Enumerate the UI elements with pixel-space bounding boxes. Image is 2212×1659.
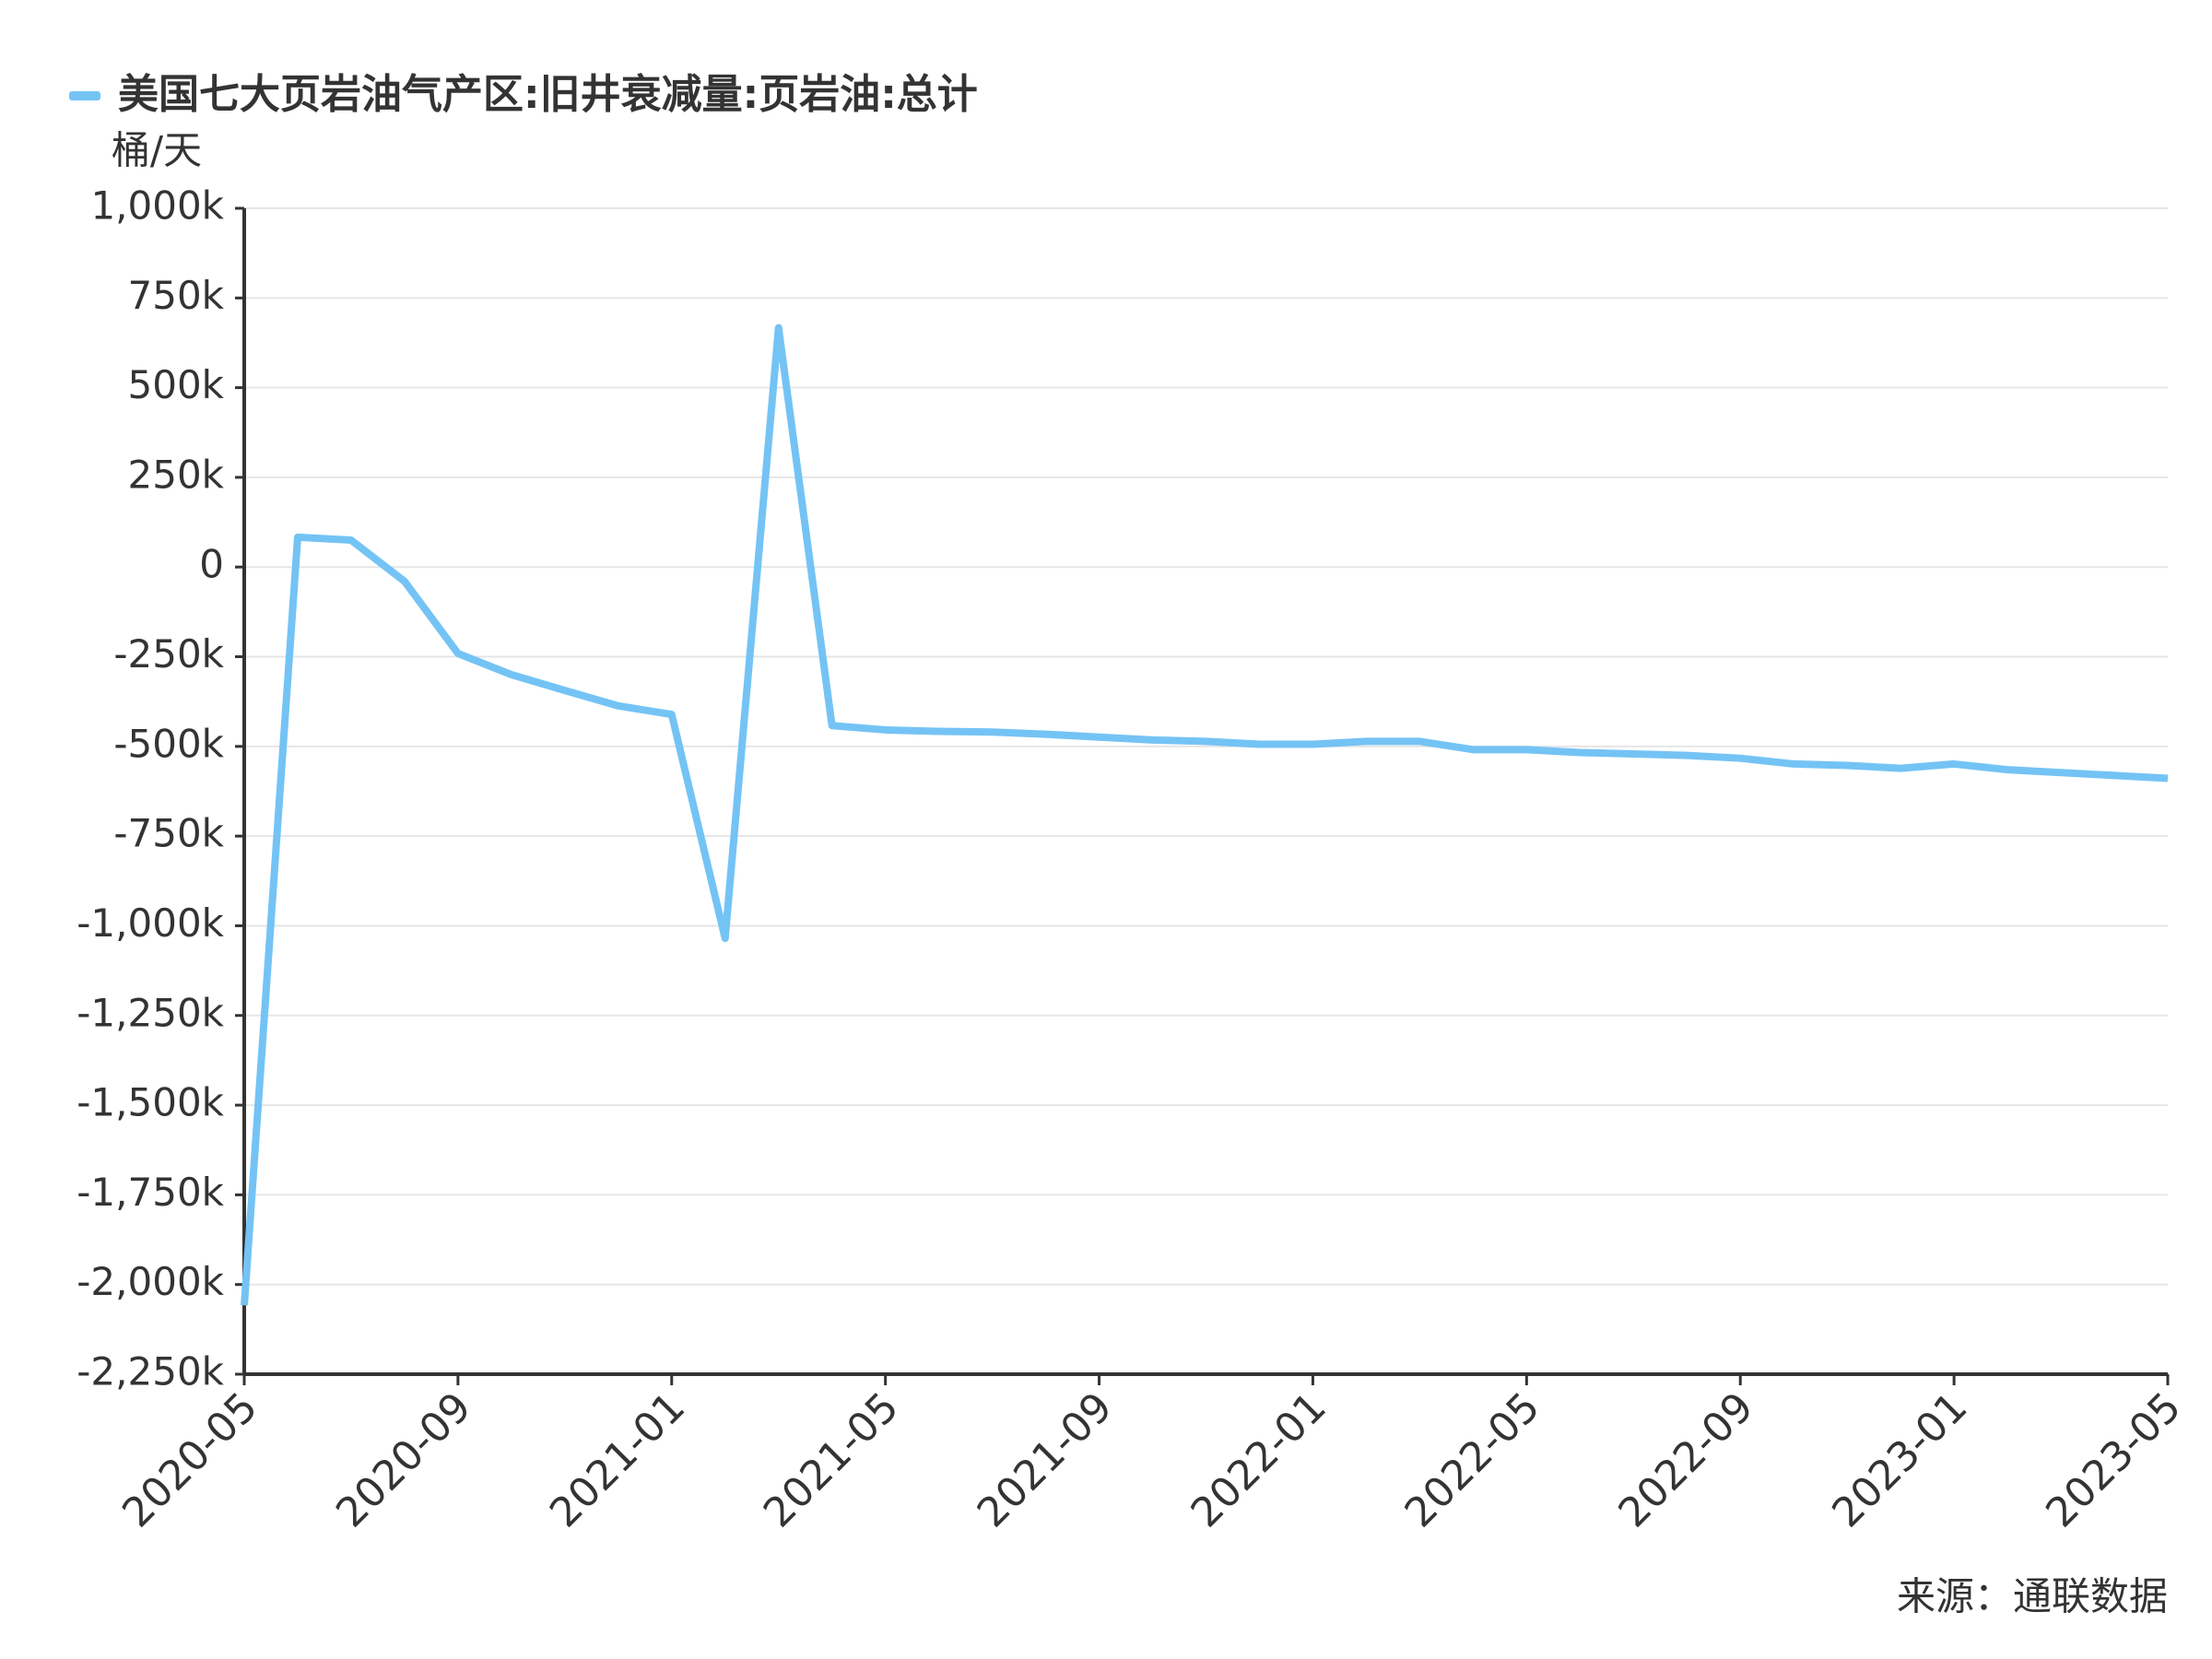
x-tick-label: 2021-01 xyxy=(541,1383,694,1536)
x-tick-label: 2021-05 xyxy=(755,1383,908,1536)
y-tick-label: -1,000k xyxy=(76,900,224,946)
x-tick-label: 2020-05 xyxy=(113,1383,266,1536)
x-tick-label: 2023-01 xyxy=(1823,1383,1976,1536)
y-tick-label: -1,250k xyxy=(76,990,224,1035)
x-tick-label: 2022-05 xyxy=(1396,1383,1549,1536)
y-tick-label: 500k xyxy=(128,362,225,407)
y-tick-label: -1,500k xyxy=(76,1080,224,1125)
x-tick-label: 2022-01 xyxy=(1182,1383,1335,1536)
y-tick-label: -750k xyxy=(113,811,224,856)
y-axis-unit: 桶/天 xyxy=(112,128,202,173)
y-tick-label: 250k xyxy=(128,452,225,497)
legend-swatch xyxy=(69,91,100,100)
source: 来源：通联数据 xyxy=(1897,1574,2168,1619)
y-tick-label: -500k xyxy=(113,721,224,766)
y-tick-label: 1,000k xyxy=(90,183,224,229)
y-tick-label: -2,250k xyxy=(76,1349,224,1394)
x-tick-label: 2022-09 xyxy=(1609,1383,1762,1536)
y-tick-label: 0 xyxy=(199,542,224,587)
y-tick-label: -250k xyxy=(113,631,224,677)
y-tick-label: -2,000k xyxy=(76,1259,224,1304)
y-tick-label: -1,750k xyxy=(76,1170,224,1215)
legend-label: 美国七大页岩油气产区:旧井衰减量:页岩油:总计 xyxy=(118,71,978,118)
x-tick-label: 2021-09 xyxy=(969,1383,1122,1536)
data-line xyxy=(241,324,2169,1306)
x-tick-label: 2020-09 xyxy=(327,1383,480,1536)
y-tick-label: 750k xyxy=(128,273,225,318)
x-tick-label: 2023-05 xyxy=(2037,1383,2190,1536)
